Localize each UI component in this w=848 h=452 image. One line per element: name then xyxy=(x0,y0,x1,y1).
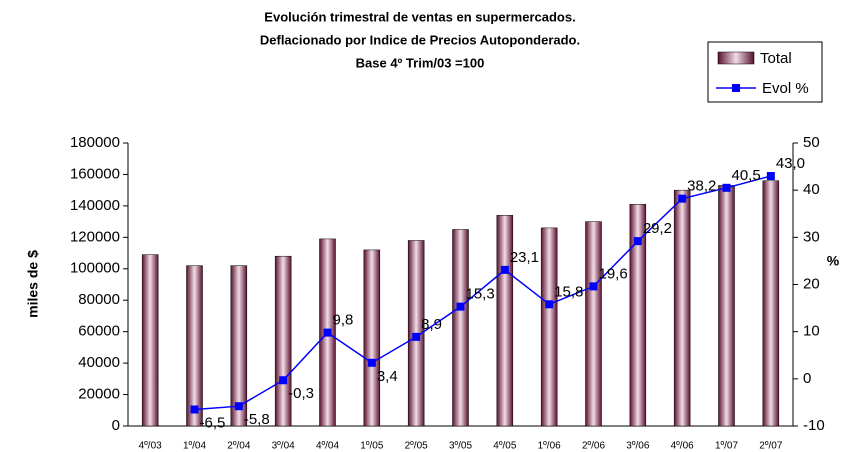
data-label: 15,8 xyxy=(554,283,583,300)
chart-title: Evolución trimestral de ventas en superm… xyxy=(264,9,575,24)
bar xyxy=(629,204,647,427)
y-axis-label: miles de $ xyxy=(25,250,41,318)
point xyxy=(545,300,554,309)
y2-tick-label: 20 xyxy=(803,275,820,292)
legend-swatch xyxy=(717,51,755,65)
y-tick-label: 60000 xyxy=(78,323,120,340)
bar xyxy=(718,185,735,427)
y-tick-label: 100000 xyxy=(70,260,120,277)
data-label: -6,5 xyxy=(200,414,226,431)
y-tick-label: 80000 xyxy=(78,291,120,308)
y-tick-label: 0 xyxy=(112,417,120,434)
point xyxy=(633,237,642,246)
data-label: 3,4 xyxy=(377,368,398,385)
bar xyxy=(540,227,558,427)
x-tick-label: 4º/03 xyxy=(139,441,163,452)
data-label: 9,8 xyxy=(333,312,354,329)
point xyxy=(722,183,731,192)
bar xyxy=(230,265,248,427)
data-label: 8,9 xyxy=(421,316,442,333)
x-tick-label: 2º/07 xyxy=(759,441,783,452)
bar xyxy=(496,215,514,427)
data-label: -5,8 xyxy=(244,411,270,428)
x-tick-label: 3º/06 xyxy=(626,441,650,452)
point xyxy=(412,332,421,341)
y-tick-label: 20000 xyxy=(78,386,120,403)
legend-label: Evol % xyxy=(762,80,809,97)
y2-tick-label: 30 xyxy=(803,228,820,245)
x-tick-label: 3º/05 xyxy=(449,441,473,452)
bar xyxy=(186,265,203,427)
data-label: 23,1 xyxy=(510,249,539,266)
x-tick-label: 2º/04 xyxy=(227,441,251,452)
legend-label: Total xyxy=(760,50,792,67)
data-label: 15,3 xyxy=(466,286,495,303)
x-tick-label: 4º/06 xyxy=(671,441,695,452)
data-label: 29,2 xyxy=(643,220,672,237)
line xyxy=(194,175,772,411)
point xyxy=(500,265,509,274)
point xyxy=(323,328,332,337)
data-label: -0,3 xyxy=(288,385,314,402)
x-tick-label: 4º/04 xyxy=(316,441,340,452)
bar xyxy=(141,254,159,427)
data-label: 19,6 xyxy=(599,265,628,282)
point xyxy=(234,402,243,411)
point xyxy=(279,376,288,385)
point xyxy=(367,358,376,367)
x-tick-label: 3º/04 xyxy=(272,441,296,452)
point xyxy=(589,282,598,291)
y2-tick-label: 50 xyxy=(803,134,820,151)
point xyxy=(456,302,465,311)
point xyxy=(766,172,775,181)
x-tick-label: 4º/05 xyxy=(493,441,517,452)
x-tick-label: 2º/06 xyxy=(582,441,606,452)
data-label: 40,5 xyxy=(732,167,761,184)
y2-tick-label: 40 xyxy=(803,181,820,198)
y2-tick-label: 10 xyxy=(803,323,820,340)
y2-tick-label: -10 xyxy=(803,417,825,434)
data-label: 43,0 xyxy=(776,155,805,172)
y-tick-label: 140000 xyxy=(70,197,120,214)
y-tick-label: 160000 xyxy=(70,165,120,182)
x-tick-label: 1º/07 xyxy=(715,441,739,452)
y-tick-label: 40000 xyxy=(78,354,120,371)
x-tick-label: 1º/06 xyxy=(538,441,562,452)
x-tick-label: 2º/05 xyxy=(405,441,429,452)
point xyxy=(190,405,199,414)
x-tick-label: 1º/05 xyxy=(360,441,384,452)
bar xyxy=(363,249,381,427)
legend-marker xyxy=(732,84,740,92)
chart-title: Deflacionado por Indice de Precios Autop… xyxy=(260,32,580,47)
point xyxy=(678,194,687,203)
bar xyxy=(452,229,469,427)
x-tick-label: 1º/04 xyxy=(183,441,207,452)
bar xyxy=(585,221,602,427)
chart-title: Base 4º Trim/03 =100 xyxy=(356,55,485,70)
bar xyxy=(762,180,780,427)
y2-tick-label: 0 xyxy=(803,370,811,387)
y2-axis-label: % xyxy=(827,253,840,269)
y-tick-label: 180000 xyxy=(70,134,120,151)
bar xyxy=(673,189,691,427)
data-label: 38,2 xyxy=(687,178,716,195)
y-tick-label: 120000 xyxy=(70,228,120,245)
